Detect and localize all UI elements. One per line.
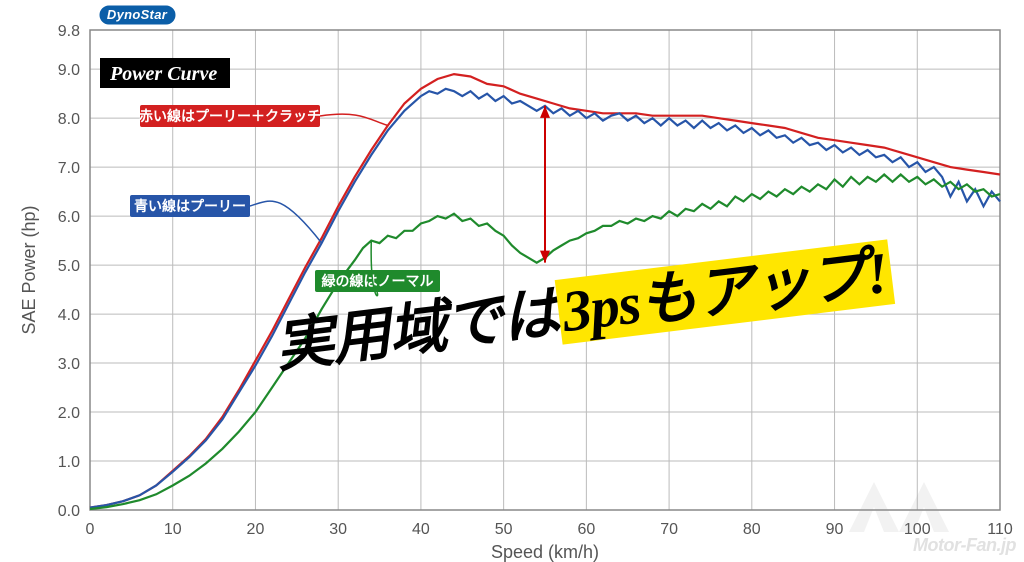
series-label-blue: 青い線はプーリー [134,198,246,214]
y-tick-label: 5.0 [58,258,80,275]
x-axis-label: Speed (km/h) [491,542,599,562]
x-tick-label: 90 [826,521,844,538]
watermark-logo [844,472,964,542]
x-tick-label: 30 [329,521,347,538]
leader-red [320,114,388,125]
x-tick-label: 0 [86,521,95,538]
x-tick-label: 20 [247,521,265,538]
watermark-text: Motor-Fan.jp [913,535,1016,556]
leader-blue [250,201,322,243]
y-tick-label: 9.8 [58,23,80,40]
title-text: Power Curve [109,63,217,85]
y-tick-label: 4.0 [58,307,80,324]
chart-container: 01020304050607080901001100.01.02.03.04.0… [0,0,1024,562]
x-tick-label: 50 [495,521,513,538]
x-tick-label: 10 [164,521,182,538]
y-tick-label: 6.0 [58,209,80,226]
y-tick-label: 7.0 [58,160,80,177]
series-label-red: 赤い線はプーリー＋クラッチ [139,108,321,124]
series-label-green: 緑の線はノーマル [322,273,434,289]
y-axis-label: SAE Power (hp) [19,205,39,334]
x-tick-label: 80 [743,521,761,538]
y-tick-label: 8.0 [58,111,80,128]
logo-text: DynoStar [107,7,168,22]
x-tick-label: 70 [660,521,678,538]
y-tick-label: 3.0 [58,356,80,373]
y-tick-label: 2.0 [58,405,80,422]
y-tick-label: 1.0 [58,454,80,471]
y-tick-label: 9.0 [58,62,80,79]
x-tick-label: 60 [577,521,595,538]
x-tick-label: 40 [412,521,430,538]
y-tick-label: 0.0 [58,503,80,520]
